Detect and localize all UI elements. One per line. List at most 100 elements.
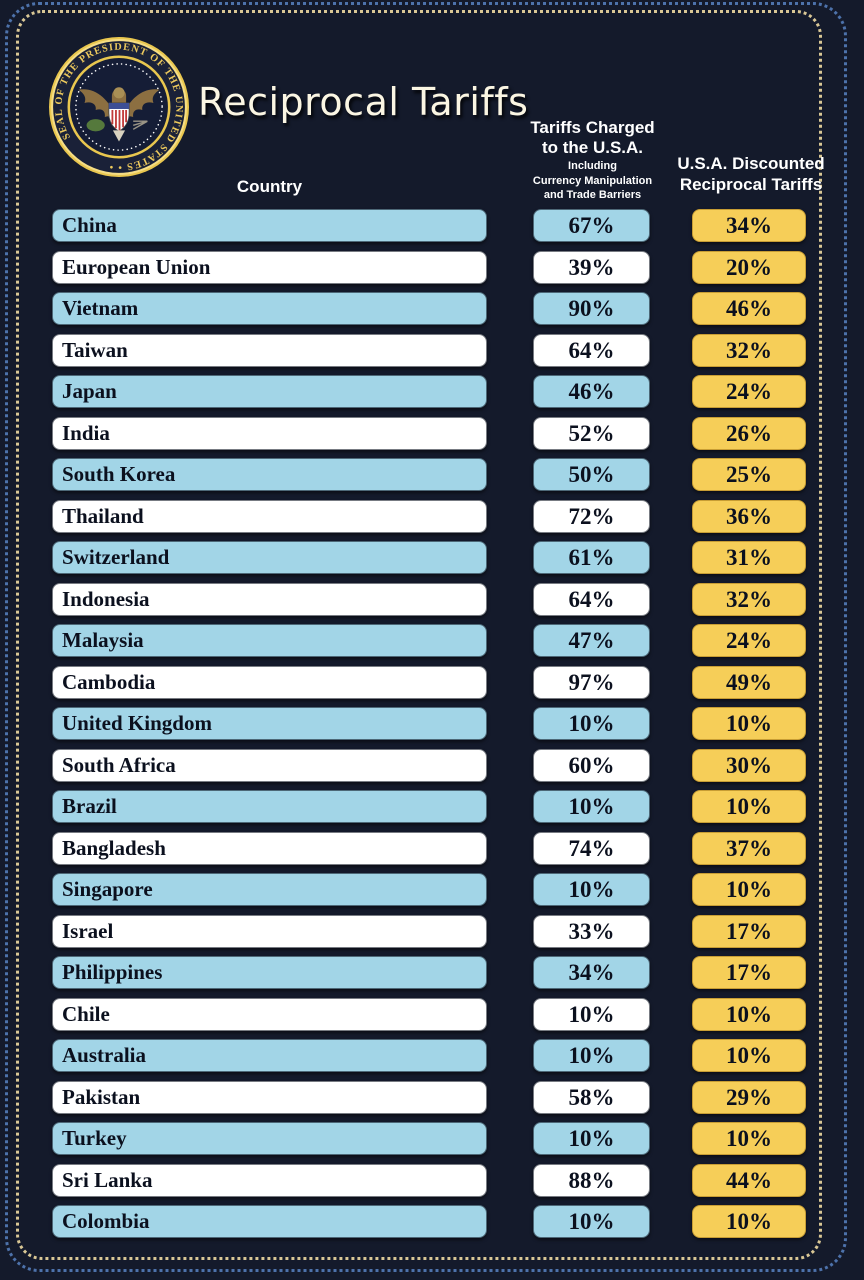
discounted-cell: 46% xyxy=(692,292,806,325)
country-cell: Israel xyxy=(52,914,487,948)
discounted-cell: 10% xyxy=(692,707,806,740)
discounted-cell: 26% xyxy=(692,416,806,450)
discounted-cell: 24% xyxy=(692,375,806,408)
charged-cell: 52% xyxy=(533,416,650,450)
presidential-seal-icon: SEAL OF THE PRESIDENT OF THE UNITED STAT… xyxy=(48,36,190,178)
discounted-cell: 30% xyxy=(692,748,806,782)
page-title: Reciprocal Tariffs xyxy=(198,80,529,124)
charged-cell: 10% xyxy=(533,1039,650,1072)
charged-cell: 10% xyxy=(533,1205,650,1238)
discounted-cell: 37% xyxy=(692,831,806,865)
country-cell: Malaysia xyxy=(52,624,487,657)
discounted-cell: 10% xyxy=(692,873,806,906)
table-row: Vietnam 90% 46% xyxy=(52,292,806,325)
table-row: Pakistan 58% 29% xyxy=(52,1080,806,1114)
table-row: Bangladesh 74% 37% xyxy=(52,831,806,865)
country-cell: Thailand xyxy=(52,499,487,533)
country-cell: China xyxy=(52,209,487,242)
charged-cell: 50% xyxy=(533,458,650,491)
charged-cell: 10% xyxy=(533,790,650,823)
discounted-cell: 10% xyxy=(692,1205,806,1238)
table-row: China 67% 34% xyxy=(52,209,806,242)
table-row: Indonesia 64% 32% xyxy=(52,582,806,616)
table-row: Turkey 10% 10% xyxy=(52,1122,806,1155)
table-row: South Korea 50% 25% xyxy=(52,458,806,491)
charged-cell: 88% xyxy=(533,1163,650,1197)
discounted-cell: 25% xyxy=(692,458,806,491)
charged-header-line2: to the U.S.A. xyxy=(541,138,644,157)
charged-cell: 10% xyxy=(533,1122,650,1155)
charged-cell: 61% xyxy=(533,541,650,574)
discounted-cell: 10% xyxy=(692,997,806,1031)
charged-header-sub1: Including xyxy=(568,160,617,172)
table-row: Taiwan 64% 32% xyxy=(52,333,806,367)
table-row: Switzerland 61% 31% xyxy=(52,541,806,574)
eagle-icon xyxy=(78,87,160,142)
charged-cell: 46% xyxy=(533,375,650,408)
charged-header-sub3: and Trade Barriers xyxy=(543,189,642,201)
charged-cell: 10% xyxy=(533,997,650,1031)
charged-cell: 97% xyxy=(533,665,650,699)
country-cell: United Kingdom xyxy=(52,707,487,740)
discounted-cell: 34% xyxy=(692,209,806,242)
charged-cell: 64% xyxy=(533,582,650,616)
charged-cell: 72% xyxy=(533,499,650,533)
country-cell: Brazil xyxy=(52,790,487,823)
charged-cell: 58% xyxy=(533,1080,650,1114)
table-row: Malaysia 47% 24% xyxy=(52,624,806,657)
column-header-charged: Tariffs Charged to the U.S.A. Including … xyxy=(495,118,690,202)
discounted-header-line2: Reciprocal Tariffs xyxy=(679,175,823,194)
table-row: Japan 46% 24% xyxy=(52,375,806,408)
discounted-cell: 10% xyxy=(692,790,806,823)
country-cell: Cambodia xyxy=(52,665,487,699)
country-cell: Vietnam xyxy=(52,292,487,325)
table-row: Israel 33% 17% xyxy=(52,914,806,948)
column-header-country: Country xyxy=(236,177,303,196)
discounted-cell: 31% xyxy=(692,541,806,574)
discounted-cell: 44% xyxy=(692,1163,806,1197)
country-cell: South Africa xyxy=(52,748,487,782)
country-cell: South Korea xyxy=(52,458,487,491)
discounted-cell: 17% xyxy=(692,914,806,948)
charged-header-line1: Tariffs Charged xyxy=(530,118,655,137)
table-row: Singapore 10% 10% xyxy=(52,873,806,906)
country-cell: Japan xyxy=(52,375,487,408)
charged-cell: 64% xyxy=(533,333,650,367)
table-row: United Kingdom 10% 10% xyxy=(52,707,806,740)
discounted-cell: 20% xyxy=(692,250,806,284)
country-cell: Taiwan xyxy=(52,333,487,367)
charged-cell: 60% xyxy=(533,748,650,782)
table-row: Colombia 10% 10% xyxy=(52,1205,806,1238)
table-row: India 52% 26% xyxy=(52,416,806,450)
discounted-cell: 24% xyxy=(692,624,806,657)
tariff-table: China 67% 34% European Union 39% 20% Vie… xyxy=(52,209,806,1238)
table-row: Cambodia 97% 49% xyxy=(52,665,806,699)
discounted-cell: 17% xyxy=(692,956,806,989)
charged-cell: 74% xyxy=(533,831,650,865)
table-row: Sri Lanka 88% 44% xyxy=(52,1163,806,1197)
table-row: European Union 39% 20% xyxy=(52,250,806,284)
country-cell: Switzerland xyxy=(52,541,487,574)
country-cell: Indonesia xyxy=(52,582,487,616)
discounted-header-line1: U.S.A. Discounted xyxy=(677,154,825,173)
discounted-cell: 36% xyxy=(692,499,806,533)
table-row: Brazil 10% 10% xyxy=(52,790,806,823)
country-cell: Sri Lanka xyxy=(52,1163,487,1197)
charged-cell: 47% xyxy=(533,624,650,657)
charged-cell: 10% xyxy=(533,873,650,906)
discounted-cell: 49% xyxy=(692,665,806,699)
country-cell: Chile xyxy=(52,997,487,1031)
discounted-cell: 32% xyxy=(692,582,806,616)
table-row: South Africa 60% 30% xyxy=(52,748,806,782)
table-row: Philippines 34% 17% xyxy=(52,956,806,989)
country-cell: European Union xyxy=(52,250,487,284)
country-cell: India xyxy=(52,416,487,450)
country-cell: Philippines xyxy=(52,956,487,989)
country-cell: Bangladesh xyxy=(52,831,487,865)
country-cell: Colombia xyxy=(52,1205,487,1238)
discounted-cell: 10% xyxy=(692,1122,806,1155)
country-cell: Singapore xyxy=(52,873,487,906)
discounted-cell: 10% xyxy=(692,1039,806,1072)
charged-cell: 34% xyxy=(533,956,650,989)
